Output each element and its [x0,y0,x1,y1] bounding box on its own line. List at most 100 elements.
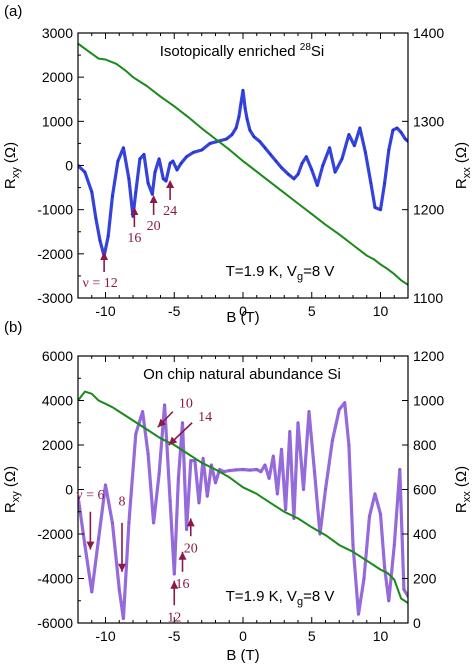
nu-label: 14 [198,410,212,425]
rxy-point [134,432,137,436]
rxy-point [347,133,351,136]
rxy-point [90,590,94,594]
rxy-point [189,459,192,462]
nu-arrow-head [100,252,109,260]
rxy-point [146,182,150,185]
rxx-point [111,406,114,409]
rxx-point [311,213,313,215]
rxy-point [225,137,228,141]
rxx-point [187,453,189,455]
nu-arrow-head [86,541,95,550]
y-right-tick-label: 200 [413,571,437,587]
rxy-point [201,457,205,460]
rxy-point [258,140,261,143]
y-left-tick-label: 6000 [42,348,73,364]
rxy-point [177,477,180,480]
x-tick-label: -5 [168,303,181,319]
rxx-point [352,551,354,553]
rxx-point [366,254,368,257]
y-left-tick-label: 0 [65,158,73,174]
rxy-point [168,499,172,502]
rxy-point [351,543,355,547]
rxy-point [248,129,252,132]
rxx-point [386,268,389,270]
rxy-point [230,133,234,136]
x-tick-label: 10 [373,628,389,644]
rxx-point [132,419,134,422]
panel-b: (b)-10 -5 0 5 10-6000-4000-20000200040006000… [2,319,473,664]
nu-arrow-head [178,551,187,560]
rxy-point [142,153,146,156]
rxy-point [274,159,278,163]
rxx-point [91,393,93,395]
rxy-point [171,159,175,163]
y-left-tick-label: -2000 [37,246,73,262]
rxy-point [404,137,407,141]
rxy-point [284,508,287,511]
rxx-point [86,49,89,52]
rxy-point [373,206,377,209]
rxy-point [185,528,188,531]
rxy-point [222,470,225,473]
rxx-point [379,568,382,571]
rxy-point [241,468,245,471]
conditions-annotation: T=1.9 K, Vg=8 V [226,588,335,608]
y-left-tick-label: 2000 [42,437,73,453]
rxx-series-line [78,390,408,604]
rxx-point [242,486,244,489]
rxx-point [146,428,148,431]
rxx-point [269,181,272,184]
rxy-point [324,488,327,491]
rxx-point [297,202,299,205]
y-right-tick-label: 1300 [413,113,444,129]
rxy-point [157,472,161,476]
y-right-tick-label: 400 [413,526,437,542]
rxx-point [311,526,313,529]
x-axis-title: B (T) [226,309,259,326]
nu-arrow-head [157,418,167,428]
y-right-tick-label: 1200 [413,348,444,364]
rxy-point [237,115,241,119]
rxy-point [234,126,238,130]
rxx-point [283,511,286,513]
rxy-point [302,488,305,491]
y-right-tick-label: 1200 [413,202,444,218]
rxy-point [296,421,300,424]
rxx-point [255,493,258,495]
nu-label: 10 [179,397,193,412]
rxy-series-line [78,401,408,621]
rxx-point [324,534,327,536]
rxy-point [90,190,94,194]
rxy-point [338,408,341,411]
rxy-point [163,403,166,407]
rxy-series-line [78,88,408,258]
rxy-point [185,155,188,158]
rxy-point [127,177,131,180]
rxy-point [347,443,351,447]
rxy-point [287,173,290,176]
nu-label: 12 [167,610,181,625]
rxx-point [173,444,176,446]
y-left-tick-label: -6000 [37,615,73,631]
rxx-point [393,578,396,581]
rxy-point [280,166,283,169]
rxy-point [263,146,267,149]
rxy-point [263,463,267,467]
rxx-point [118,410,121,413]
nu-label: ν = 6 [76,488,104,503]
rxy-point [357,612,360,616]
nu-arrow-head [130,207,139,215]
rxy-point [328,146,331,149]
rxy-point [272,454,275,458]
rxy-point [192,151,195,154]
nu-label: 8 [119,495,126,510]
rxy-point [83,543,87,547]
conditions-annotation: T=1.9 K, Vg=8 V [226,263,335,283]
rxy-point [83,170,87,174]
rxy-point [122,146,125,149]
series-group [78,390,408,621]
rxy-point [364,151,367,154]
rxy-point [368,515,371,518]
rxy-point [210,463,213,467]
